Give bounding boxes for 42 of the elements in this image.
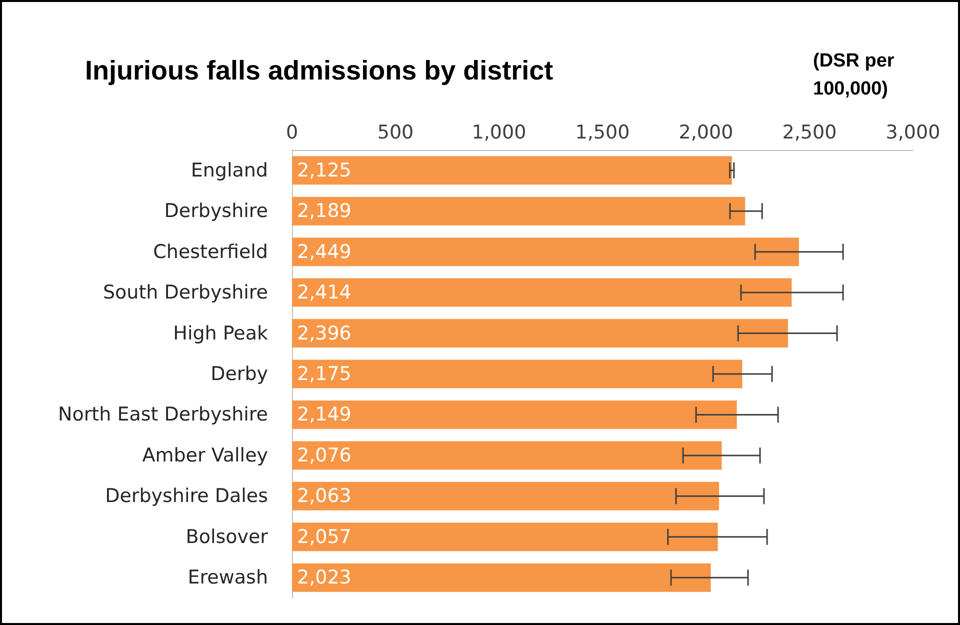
data-label: 2,076 [297, 444, 352, 466]
y-tick-label: Derbyshire Dales [105, 485, 268, 508]
data-label: 2,125 [297, 159, 352, 182]
chart-title: Injurious falls admissions by district [85, 56, 554, 86]
bar [292, 360, 742, 388]
data-label: 2,414 [297, 282, 352, 304]
bar [292, 319, 788, 348]
data-label: 2,149 [297, 404, 352, 426]
data-label: 2,063 [297, 485, 352, 508]
y-tick-label: Derby [210, 363, 268, 385]
bar [292, 238, 799, 266]
data-label: 2,175 [297, 363, 352, 385]
y-tick-label: Derbyshire [164, 200, 268, 222]
bar [292, 196, 746, 226]
bar [292, 482, 720, 510]
data-label: 2,449 [297, 240, 352, 263]
x-tick-label: 2,500 [782, 122, 837, 144]
bar [292, 522, 718, 552]
x-tick-label: 1,500 [575, 122, 630, 144]
bar [292, 278, 792, 307]
data-label: 2,057 [297, 526, 352, 548]
y-tick-label: South Derbyshire [103, 282, 268, 304]
data-label: 2,396 [297, 322, 352, 344]
y-tick-label: North East Derbyshire [58, 404, 268, 426]
x-tick-label: 0 [286, 122, 298, 144]
bar [292, 563, 711, 592]
y-tick-label: Amber Valley [142, 444, 268, 466]
y-tick-label: Erewash [188, 566, 268, 589]
data-label: 2,023 [297, 566, 352, 589]
y-tick-label: Chesterfield [153, 240, 268, 263]
bar [292, 441, 722, 470]
data-label: 2,189 [297, 200, 352, 222]
y-tick-label: England [190, 159, 268, 182]
x-tick-label: 3,000 [886, 122, 940, 144]
x-axis-title: (DSR per 100,000) [813, 50, 900, 100]
bar [292, 156, 732, 185]
x-tick-label: 2,000 [678, 122, 734, 144]
x-tick-label: 1,000 [472, 122, 526, 144]
y-tick-label: Bolsover [186, 526, 268, 548]
bar [292, 400, 737, 429]
y-tick-label: High Peak [173, 322, 268, 344]
x-tick-label: 500 [377, 122, 414, 144]
